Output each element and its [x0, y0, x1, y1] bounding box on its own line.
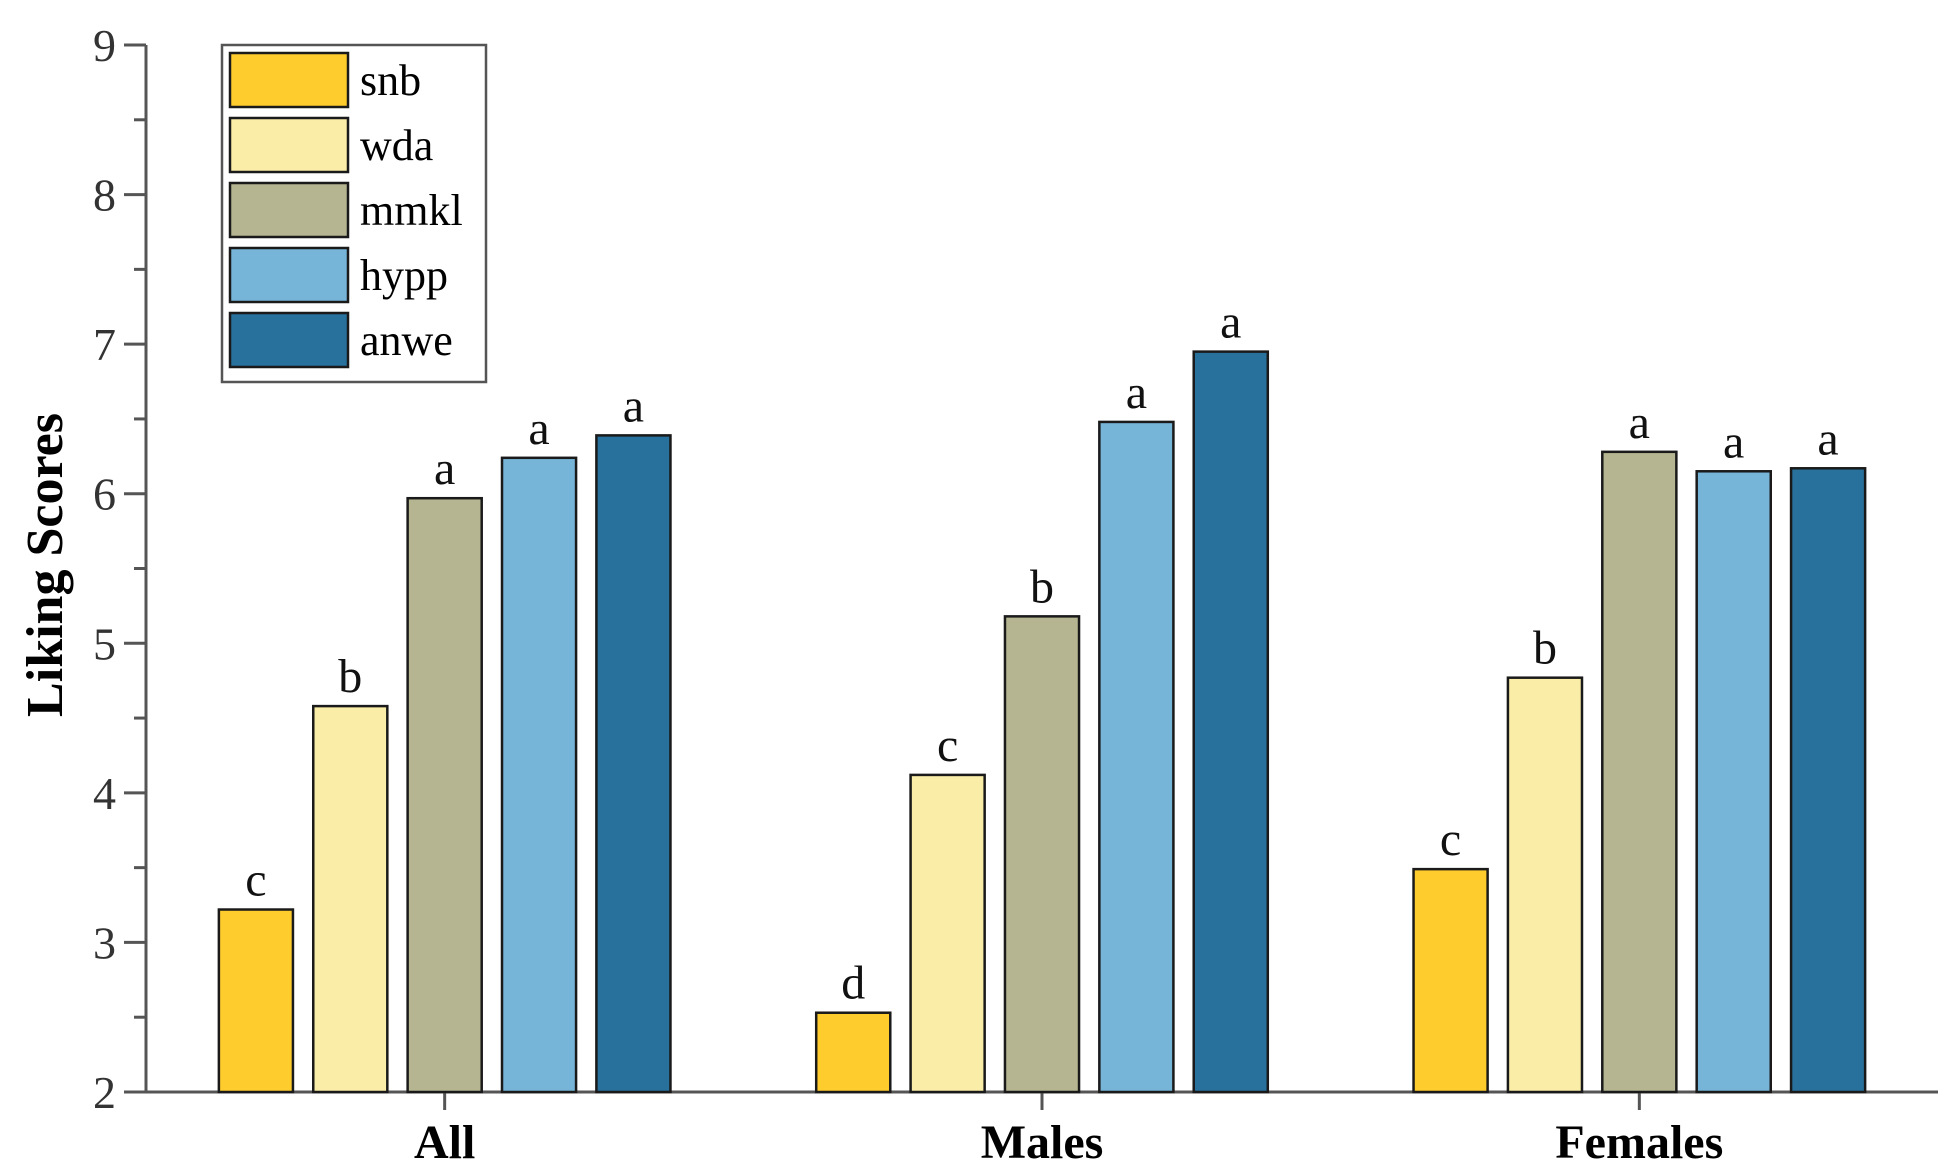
significance-letter: a: [1220, 296, 1241, 349]
y-axis-title: Liking Scores: [17, 413, 74, 717]
bars: [217, 350, 1867, 1094]
bar-mmkl-males: [1003, 615, 1081, 1094]
bar-anwe-males: [1192, 350, 1270, 1094]
legend-swatch-snb: [228, 51, 350, 109]
bar-hypp-females: [1695, 470, 1772, 1094]
significance-letter: a: [434, 442, 455, 495]
significance-letter: b: [1533, 622, 1557, 675]
bar-anwe-all: [595, 434, 672, 1094]
bar-hypp-males: [1098, 420, 1175, 1094]
legend-swatch-anwe: [228, 311, 350, 369]
x-category-label: All: [414, 1116, 475, 1169]
significance-letter: a: [1629, 396, 1650, 449]
y-tick-label: 3: [93, 917, 116, 968]
y-tick-label: 5: [93, 618, 116, 669]
bar-hypp-all: [500, 456, 578, 1094]
y-tick-label: 9: [93, 20, 116, 71]
bar-mmkl-all: [406, 496, 483, 1094]
significance-letter: a: [1723, 415, 1744, 468]
bar-wda-females: [1506, 676, 1584, 1094]
legend-swatch-mmkl: [228, 181, 350, 239]
significance-labels: c b a a a d c b a a c b a a a: [245, 296, 1838, 1010]
x-category-label: Males: [981, 1116, 1104, 1169]
bar-snb-females: [1412, 867, 1489, 1094]
significance-letter: b: [338, 650, 362, 703]
bar-snb-all: [217, 908, 295, 1094]
significance-letter: a: [1817, 412, 1838, 465]
significance-letter: a: [623, 379, 644, 432]
y-tick-label: 8: [93, 170, 116, 221]
x-category-label: Females: [1555, 1116, 1723, 1169]
bar-anwe-females: [1789, 467, 1867, 1094]
bar-wda-all: [312, 704, 389, 1094]
legend-label-mmkl: mmkl: [360, 186, 463, 235]
y-axis: 2 3 4 5 6 7 8 9: [93, 20, 148, 1118]
significance-letter: d: [841, 957, 865, 1010]
y-tick-label: 6: [93, 469, 116, 520]
significance-letter: b: [1030, 560, 1054, 613]
bar-snb-males: [814, 1011, 892, 1094]
y-tick-label: 2: [93, 1067, 116, 1118]
legend-swatch-hypp: [228, 246, 350, 304]
legend-label-snb: snb: [360, 56, 421, 105]
legend-label-anwe: anwe: [360, 316, 453, 365]
bar-wda-males: [909, 773, 986, 1094]
significance-letter: a: [1126, 366, 1147, 419]
bar-mmkl-females: [1601, 450, 1678, 1094]
legend-label-wda: wda: [360, 121, 433, 170]
significance-letter: a: [528, 402, 549, 455]
y-tick-label: 7: [93, 319, 116, 370]
x-axis: All Males Females: [146, 1090, 1938, 1169]
significance-letter: c: [937, 719, 958, 772]
y-tick-label: 4: [93, 768, 116, 819]
legend-label-hypp: hypp: [360, 251, 448, 300]
significance-letter: c: [1440, 813, 1461, 866]
legend-swatch-wda: [228, 116, 350, 174]
significance-letter: c: [245, 854, 266, 907]
legend: snb wda mmkl hypp anwe: [220, 43, 488, 384]
